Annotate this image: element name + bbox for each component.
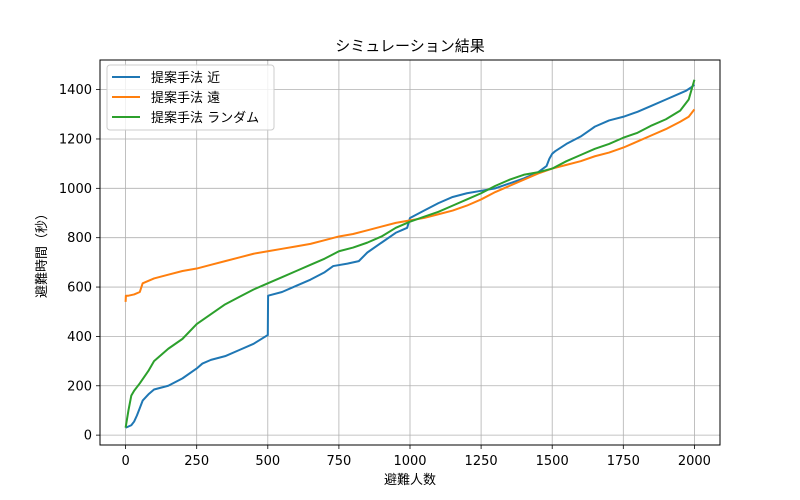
x-tick-label: 0 (121, 454, 129, 469)
legend-label-proposed-random: 提案手法 ランダム (151, 110, 259, 126)
y-tick-label: 0 (84, 429, 92, 444)
x-tick-label: 750 (326, 454, 351, 469)
legend: 提案手法 近 提案手法 遠 提案手法 ランダム (106, 64, 275, 131)
x-tick-label: 1500 (536, 454, 569, 469)
x-axis-label: 避難人数 (384, 473, 436, 488)
legend-box (106, 64, 275, 131)
y-tick-label: 1000 (59, 182, 92, 197)
x-tick-label: 1750 (607, 454, 640, 469)
series-line-1 (124, 108, 696, 302)
x-tick-label: 500 (255, 454, 280, 469)
y-tick-label: 800 (67, 231, 92, 246)
y-axis-label: 避難時間（秒） (35, 207, 50, 298)
y-tick-label: 1200 (59, 132, 92, 147)
grid (100, 60, 720, 445)
x-tick-label: 250 (184, 454, 209, 469)
legend-label-proposed-far: 提案手法 遠 (151, 90, 220, 106)
series-line-0 (125, 83, 696, 429)
chart-title: シミュレーション結果 (335, 37, 484, 55)
y-tick-label: 400 (67, 330, 92, 345)
series-line-2 (124, 79, 696, 428)
y-tick-label: 600 (67, 281, 92, 296)
x-tick-label: 2000 (678, 454, 711, 469)
legend-label-proposed-near: 提案手法 近 (151, 70, 220, 86)
axis-ticks: 0 250 500 750 1000 1250 1500 1750 2000 0 200 400 600… (59, 83, 711, 469)
x-tick-label: 1250 (465, 454, 498, 469)
y-tick-label: 1400 (59, 83, 92, 98)
x-tick-label: 1000 (393, 454, 426, 469)
series-layer (124, 79, 696, 429)
y-tick-label: 200 (67, 379, 92, 394)
